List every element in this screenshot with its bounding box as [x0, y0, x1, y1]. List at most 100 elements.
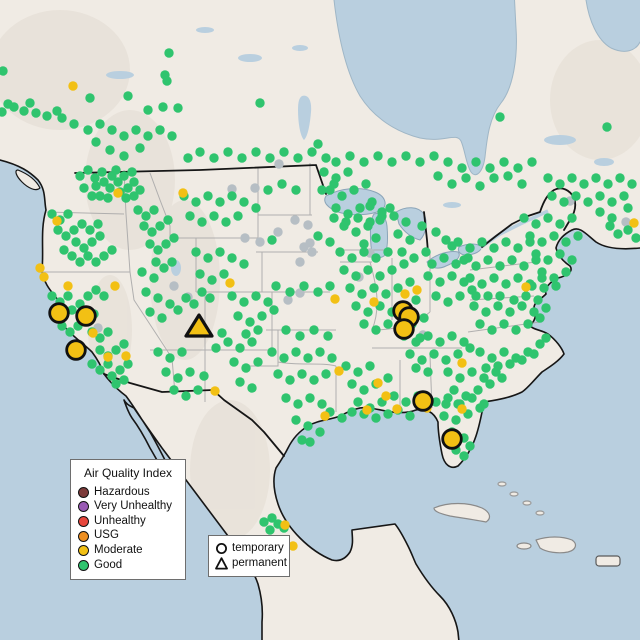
station-marker-good[interactable]: [431, 227, 441, 237]
station-marker-good[interactable]: [233, 311, 243, 321]
station-marker-good[interactable]: [131, 125, 141, 135]
station-marker-good[interactable]: [511, 325, 521, 335]
station-marker-good[interactable]: [345, 283, 355, 293]
station-marker-good[interactable]: [215, 197, 225, 207]
station-marker-good[interactable]: [99, 251, 109, 261]
station-marker-good[interactable]: [529, 349, 539, 359]
station-marker-good[interactable]: [162, 76, 172, 86]
station-marker-good[interactable]: [489, 243, 499, 253]
station-marker-good[interactable]: [153, 245, 163, 255]
station-marker-good[interactable]: [315, 347, 325, 357]
station-marker-good[interactable]: [489, 273, 499, 283]
station-marker-good[interactable]: [245, 317, 255, 327]
station-marker-good[interactable]: [451, 415, 461, 425]
station-marker-good[interactable]: [401, 397, 411, 407]
station-marker-good[interactable]: [363, 265, 373, 275]
station-marker-good[interactable]: [605, 221, 615, 231]
station-marker-good[interactable]: [535, 313, 545, 323]
station-marker-good[interactable]: [335, 247, 345, 257]
station-marker-good[interactable]: [127, 167, 137, 177]
station-marker-good[interactable]: [203, 191, 213, 201]
station-marker-good[interactable]: [631, 233, 640, 243]
station-marker-good[interactable]: [623, 225, 633, 235]
station-marker-good[interactable]: [551, 281, 561, 291]
station-marker-good[interactable]: [523, 319, 533, 329]
station-marker-good[interactable]: [329, 213, 339, 223]
station-marker-good[interactable]: [119, 131, 129, 141]
station-marker-good[interactable]: [441, 355, 451, 365]
station-marker-good[interactable]: [63, 209, 73, 219]
station-marker-good[interactable]: [459, 255, 469, 265]
station-marker-good[interactable]: [305, 393, 315, 403]
station-marker-good[interactable]: [555, 219, 565, 229]
station-marker-moderate[interactable]: [88, 328, 98, 338]
station-marker-good[interactable]: [411, 363, 421, 373]
station-marker-good[interactable]: [365, 361, 375, 371]
station-marker-good[interactable]: [337, 413, 347, 423]
station-marker-good[interactable]: [95, 345, 105, 355]
station-marker-moderate[interactable]: [457, 358, 467, 368]
station-marker-good[interactable]: [543, 173, 553, 183]
station-marker-good[interactable]: [537, 267, 547, 277]
station-marker-good[interactable]: [415, 157, 425, 167]
station-marker-moderate[interactable]: [373, 378, 383, 388]
temporary-station-marker-moderate[interactable]: [393, 318, 415, 340]
station-marker-good[interactable]: [47, 291, 57, 301]
station-marker-good[interactable]: [107, 125, 117, 135]
station-marker-good[interactable]: [351, 301, 361, 311]
station-marker-good[interactable]: [339, 265, 349, 275]
station-marker-good[interactable]: [423, 331, 433, 341]
station-marker-good[interactable]: [527, 157, 537, 167]
station-marker-good[interactable]: [531, 249, 541, 259]
station-marker-good[interactable]: [253, 357, 263, 367]
station-marker-good[interactable]: [535, 339, 545, 349]
station-marker-moderate[interactable]: [381, 391, 391, 401]
station-marker-good[interactable]: [119, 151, 129, 161]
station-marker-good[interactable]: [471, 261, 481, 271]
station-marker-good[interactable]: [239, 297, 249, 307]
station-marker-good[interactable]: [97, 167, 107, 177]
station-marker-good[interactable]: [149, 205, 159, 215]
station-marker-good[interactable]: [211, 343, 221, 353]
station-marker-good[interactable]: [153, 347, 163, 357]
station-marker-good[interactable]: [613, 229, 623, 239]
station-marker-good[interactable]: [487, 353, 497, 363]
station-marker-good[interactable]: [459, 337, 469, 347]
station-marker-good[interactable]: [317, 185, 327, 195]
station-marker-good[interactable]: [443, 297, 453, 307]
station-marker-good[interactable]: [129, 191, 139, 201]
station-marker-good[interactable]: [193, 385, 203, 395]
station-marker-good[interactable]: [377, 207, 387, 217]
station-marker-good[interactable]: [521, 291, 531, 301]
station-marker-good[interactable]: [42, 111, 52, 121]
station-marker-no-data[interactable]: [283, 295, 293, 305]
station-marker-good[interactable]: [555, 249, 565, 259]
station-marker-good[interactable]: [353, 213, 363, 223]
station-marker-good[interactable]: [561, 267, 571, 277]
station-marker-good[interactable]: [381, 289, 391, 299]
station-marker-good[interactable]: [183, 153, 193, 163]
station-marker-moderate[interactable]: [35, 263, 45, 273]
station-marker-good[interactable]: [483, 291, 493, 301]
station-marker-good[interactable]: [405, 235, 415, 245]
station-marker-good[interactable]: [393, 283, 403, 293]
station-marker-good[interactable]: [465, 343, 475, 353]
station-marker-good[interactable]: [603, 179, 613, 189]
station-marker-good[interactable]: [149, 273, 159, 283]
station-marker-good[interactable]: [113, 177, 123, 187]
station-marker-good[interactable]: [537, 237, 547, 247]
station-marker-good[interactable]: [303, 421, 313, 431]
station-marker-good[interactable]: [503, 171, 513, 181]
station-marker-good[interactable]: [247, 383, 257, 393]
station-marker-good[interactable]: [435, 277, 445, 287]
station-marker-good[interactable]: [57, 113, 67, 123]
station-marker-moderate[interactable]: [362, 405, 372, 415]
station-marker-good[interactable]: [65, 327, 75, 337]
station-marker-good[interactable]: [147, 227, 157, 237]
station-marker-good[interactable]: [141, 287, 151, 297]
station-marker-no-data[interactable]: [295, 257, 305, 267]
station-marker-good[interactable]: [423, 367, 433, 377]
station-marker-good[interactable]: [499, 157, 509, 167]
station-marker-good[interactable]: [279, 353, 289, 363]
station-marker-good[interactable]: [373, 151, 383, 161]
